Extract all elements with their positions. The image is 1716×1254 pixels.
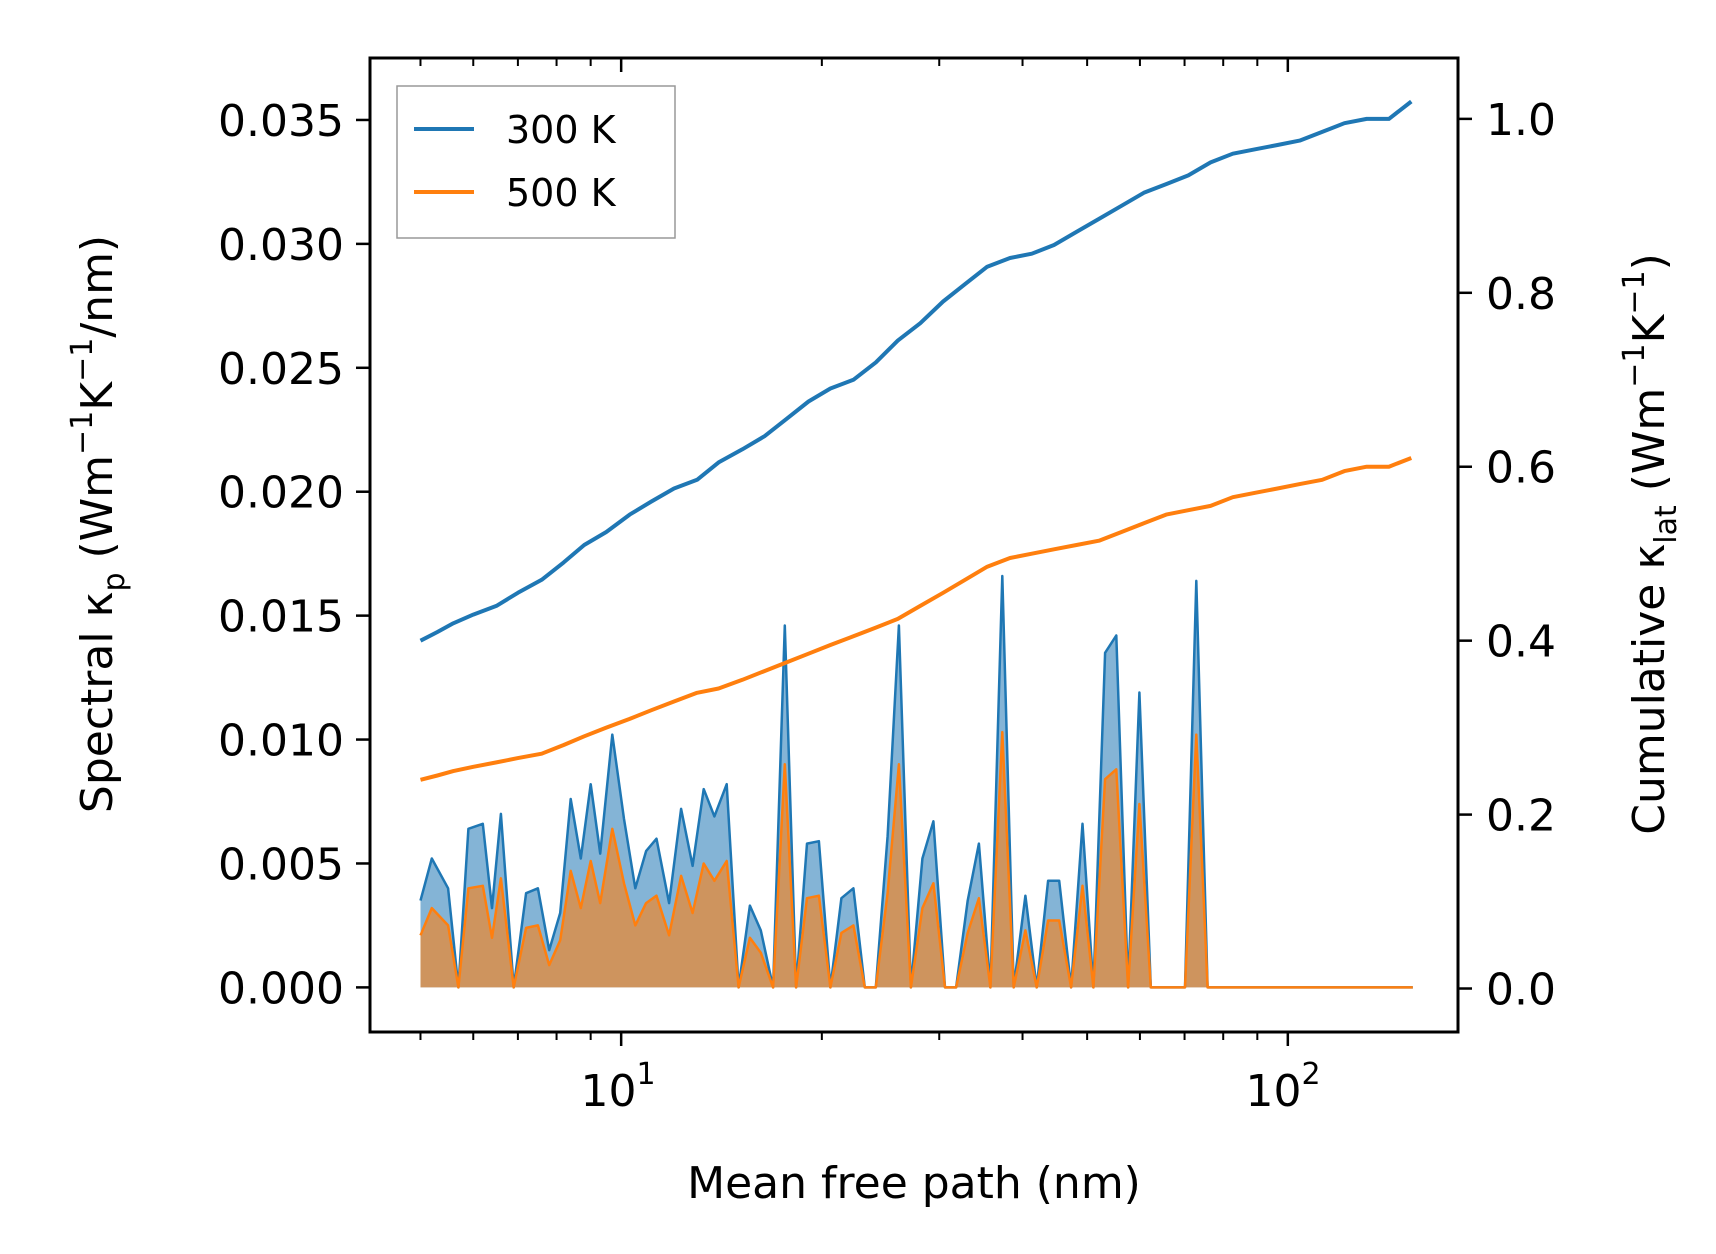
left-y-tick-label-0.010: 0.010 xyxy=(218,716,344,767)
left-y-tick-label-0.015: 0.015 xyxy=(218,592,344,643)
x-tick-label-10: 101 xyxy=(580,1057,655,1117)
right-y-tick-label-0.2: 0.2 xyxy=(1486,791,1556,842)
plot-frame xyxy=(368,56,1460,1034)
legend-label-500k: 500 K xyxy=(506,171,617,215)
right-y-tick-label-0.8: 0.8 xyxy=(1486,269,1556,320)
left-y-tick-label-0.020: 0.020 xyxy=(218,468,344,519)
legend-box xyxy=(396,85,676,239)
right-y-tick-label-0.6: 0.6 xyxy=(1486,443,1556,494)
spectral-series-layer xyxy=(419,574,1413,989)
right-y-tick-label-0.4: 0.4 xyxy=(1486,617,1556,668)
left-y-tick-label-0.000: 0.000 xyxy=(218,963,344,1014)
legend-label-300k: 300 K xyxy=(506,108,617,152)
x-tick-label-100: 102 xyxy=(1245,1057,1320,1117)
spectral-line-500k xyxy=(419,730,1413,989)
right-y-tick-label-0.0: 0.0 xyxy=(1486,965,1556,1016)
cumulative-line-500k xyxy=(420,456,1413,782)
legend: 300 K 500 K xyxy=(396,85,676,239)
left-axis-title: Spectral κp (Wm−1K−1/nm) xyxy=(65,235,132,813)
x-axis-title: Mean free path (nm) xyxy=(687,1158,1141,1209)
cumulative-line-300k xyxy=(419,99,1413,643)
left-y-tick-label-0.025: 0.025 xyxy=(218,344,344,395)
cumulative-series-layer xyxy=(419,99,1413,782)
plot-area xyxy=(419,99,1413,989)
right-y-tick-label-1.0: 1.0 xyxy=(1486,95,1556,146)
left-y-tick-label-0.030: 0.030 xyxy=(218,220,344,271)
left-y-tick-label-0.035: 0.035 xyxy=(218,96,344,147)
left-y-tick-label-0.005: 0.005 xyxy=(218,839,344,890)
axis-ticks xyxy=(356,58,1472,1046)
right-axis-title: Cumulative κlat (Wm−1K−1) xyxy=(1617,253,1684,835)
